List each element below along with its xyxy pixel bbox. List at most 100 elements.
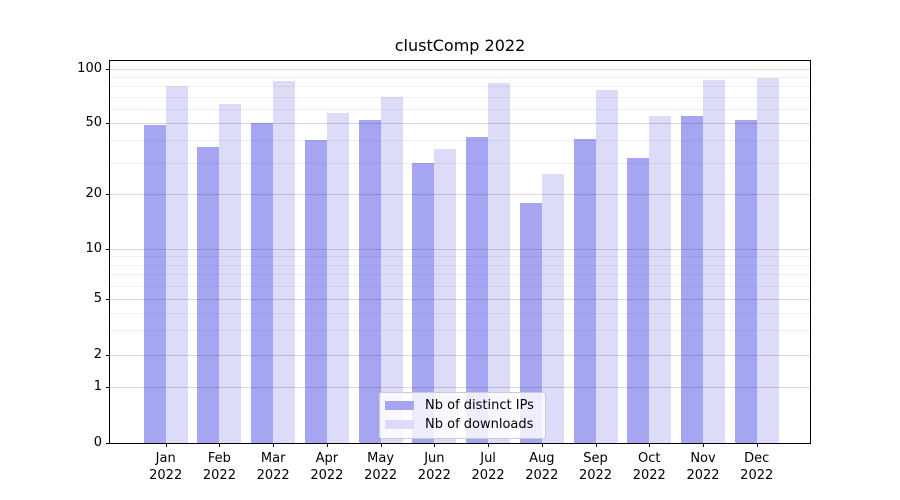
bar-distinct-ips-mar [251,123,274,443]
y-tick-mark-2 [106,355,110,356]
legend-label-downloads: Nb of downloads [425,417,534,432]
x-tick-mark-sep [595,443,597,447]
bar-downloads-mar [273,80,296,443]
x-tick-month: Oct [638,451,661,466]
bar-downloads-may [380,96,403,443]
plot-area: Nb of distinct IPs Nb of downloads [109,60,811,444]
x-tick-label-jul: Jul 2022 [456,450,520,484]
gridline-major-y100 [110,69,810,70]
x-tick-year: 2022 [740,468,774,483]
y-tick-mark-1 [106,387,110,388]
x-tick-year: 2022 [471,468,505,483]
x-tick-month: Dec [744,451,770,466]
x-tick-mark-mar [273,443,275,447]
bar-distinct-ips-nov [681,115,703,443]
x-tick-label-jun: Jun 2022 [402,450,466,484]
bar-distinct-ips-may [358,119,381,443]
y-tick-mark-10 [106,248,110,250]
x-tick-year: 2022 [525,468,559,483]
x-tick-mark-may [380,443,382,447]
gridline-minor-y90 [110,77,810,79]
bar-downloads-feb [219,103,242,443]
x-tick-year: 2022 [632,468,666,483]
y-tick-label-1: 1 [93,379,102,394]
legend-item-downloads: Nb of downloads [385,417,534,432]
y-tick-mark-50 [106,123,110,125]
x-tick-label-apr: Apr 2022 [295,450,359,484]
x-tick-month: Nov [690,451,716,466]
bar-downloads-nov [703,79,725,443]
x-tick-label-feb: Feb 2022 [187,450,251,484]
x-tick-month: Sep [583,451,608,466]
x-tick-month: Jun [424,451,445,466]
x-tick-year: 2022 [578,468,613,483]
bar-downloads-oct [649,115,672,443]
x-tick-mark-oct [649,443,651,447]
x-tick-mark-nov [703,443,704,447]
x-tick-month: Aug [529,451,555,466]
x-tick-mark-apr [326,443,328,447]
x-tick-month: May [367,451,395,466]
x-tick-year: 2022 [417,468,451,483]
x-tick-month: Feb [207,451,231,466]
y-tick-label-0: 0 [93,435,102,450]
bar-downloads-aug [541,174,564,443]
x-tick-year: 2022 [686,468,720,483]
x-tick-month: Jan [155,451,176,466]
x-tick-year: 2022 [310,468,344,483]
y-tick-label-100: 100 [77,61,102,76]
legend-item-distinct-ips: Nb of distinct IPs [385,398,534,413]
x-tick-year: 2022 [202,468,236,483]
x-tick-label-jan: Jan 2022 [134,450,198,484]
x-tick-mark-jan [165,443,167,447]
x-tick-label-dec: Dec 2022 [725,450,789,484]
x-tick-label-nov: Nov 2022 [671,450,735,484]
x-tick-label-aug: Aug 2022 [510,450,574,484]
bar-downloads-dec [756,78,779,443]
bar-distinct-ips-feb [197,146,220,443]
x-tick-month: Jul [480,451,496,466]
x-tick-year: 2022 [364,468,398,483]
y-tick-mark-100 [106,69,110,70]
y-tick-label-10: 10 [85,240,102,256]
bar-distinct-ips-jan [143,124,166,443]
bar-downloads-jul [488,82,511,443]
x-tick-year: 2022 [149,468,183,483]
y-tick-label-50: 50 [85,115,102,131]
x-tick-mark-feb [219,443,221,447]
x-tick-mark-jul [488,443,490,447]
bar-downloads-apr [326,112,349,443]
chart-title: clustComp 2022 [394,36,526,55]
legend-swatch-distinct-ips [385,401,414,410]
x-tick-mark-aug [541,443,543,447]
x-tick-label-oct: Oct 2022 [617,450,681,484]
legend-label-distinct-ips: Nb of distinct IPs [425,398,534,413]
bar-distinct-ips-jul [466,136,489,443]
bar-distinct-ips-sep [573,138,596,443]
y-tick-label-5: 5 [93,291,102,306]
bar-downloads-sep [595,90,618,443]
x-tick-mark-jun [434,443,436,447]
bar-distinct-ips-oct [627,157,650,443]
y-tick-label-20: 20 [85,186,102,202]
bar-distinct-ips-jun [412,162,435,443]
x-tick-label-mar: Mar 2022 [241,450,305,484]
y-tick-mark-20 [106,194,110,196]
legend: Nb of distinct IPs Nb of downloads [379,392,546,439]
y-tick-mark-0 [106,443,110,444]
x-tick-month: Mar [260,451,286,466]
x-tick-mark-dec [756,443,758,447]
x-tick-label-sep: Sep 2022 [564,450,628,484]
bar-distinct-ips-aug [519,202,542,443]
x-tick-label-may: May 2022 [349,450,413,484]
x-tick-year: 2022 [256,468,290,483]
x-tick-month: Apr [315,451,339,466]
y-tick-mark-5 [106,299,110,300]
legend-swatch-downloads [385,420,414,429]
y-tick-label-2: 2 [93,347,102,362]
bar-distinct-ips-apr [304,140,327,443]
bar-downloads-jan [165,86,188,443]
bar-distinct-ips-dec [734,119,757,443]
bar-downloads-jun [434,148,457,443]
